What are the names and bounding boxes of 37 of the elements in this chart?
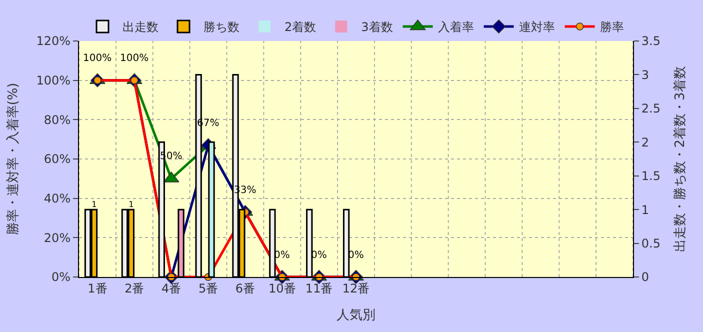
y2-tick-label: 2.5 (641, 102, 660, 116)
data-label: 100% (120, 53, 149, 64)
x-tick-label: 1番 (88, 281, 108, 296)
y-tick-label: 120% (36, 34, 71, 48)
y2-axis-title: 出走数・勝ち数・2着数・3着数 (672, 66, 688, 252)
legend-label: 勝ち数 (204, 20, 240, 34)
x-tick-label: 4番 (162, 281, 182, 296)
legend-label: 勝率 (600, 20, 624, 34)
y-tick-label: 100% (36, 74, 71, 88)
legend-label: 入着率 (438, 20, 474, 34)
data-label: 1 (128, 199, 134, 210)
y-tick-label: 20% (44, 230, 71, 245)
y-tick-label: 60% (44, 152, 71, 166)
y-tick-label: 40% (44, 192, 71, 206)
x-tick-label: 6番 (235, 281, 256, 296)
data-label: 100% (83, 53, 112, 64)
y2-tick-label: 2 (641, 135, 650, 150)
legend-label: 出走数 (122, 20, 158, 34)
y2-tick-label: 0 (641, 270, 650, 284)
y-tick-label: 80% (44, 112, 71, 127)
legend-label: 3着数 (361, 20, 393, 34)
x-tick-label: 11番 (305, 281, 333, 296)
y2-tick-label: 1 (641, 202, 650, 217)
y-axis-title: 勝率・連対率・入着率(%) (5, 82, 22, 236)
y2-tick-label: 1.5 (641, 169, 660, 184)
legend-label: 2着数 (284, 20, 316, 34)
y-tick-label: 0% (52, 270, 71, 284)
y2-tick-label: 3.5 (641, 34, 660, 48)
y2-tick-label: 3 (641, 68, 650, 82)
y2-tick-label: 0.5 (641, 236, 660, 250)
x-tick-label: 10番 (268, 281, 296, 296)
x-axis-title: 人気別 (336, 308, 376, 323)
x-tick-label: 12番 (342, 281, 370, 296)
legend-label: 連対率 (518, 20, 555, 34)
data-label: 1 (92, 199, 97, 210)
x-tick-label: 2番 (124, 281, 144, 296)
x-tick-label: 5番 (198, 281, 218, 296)
